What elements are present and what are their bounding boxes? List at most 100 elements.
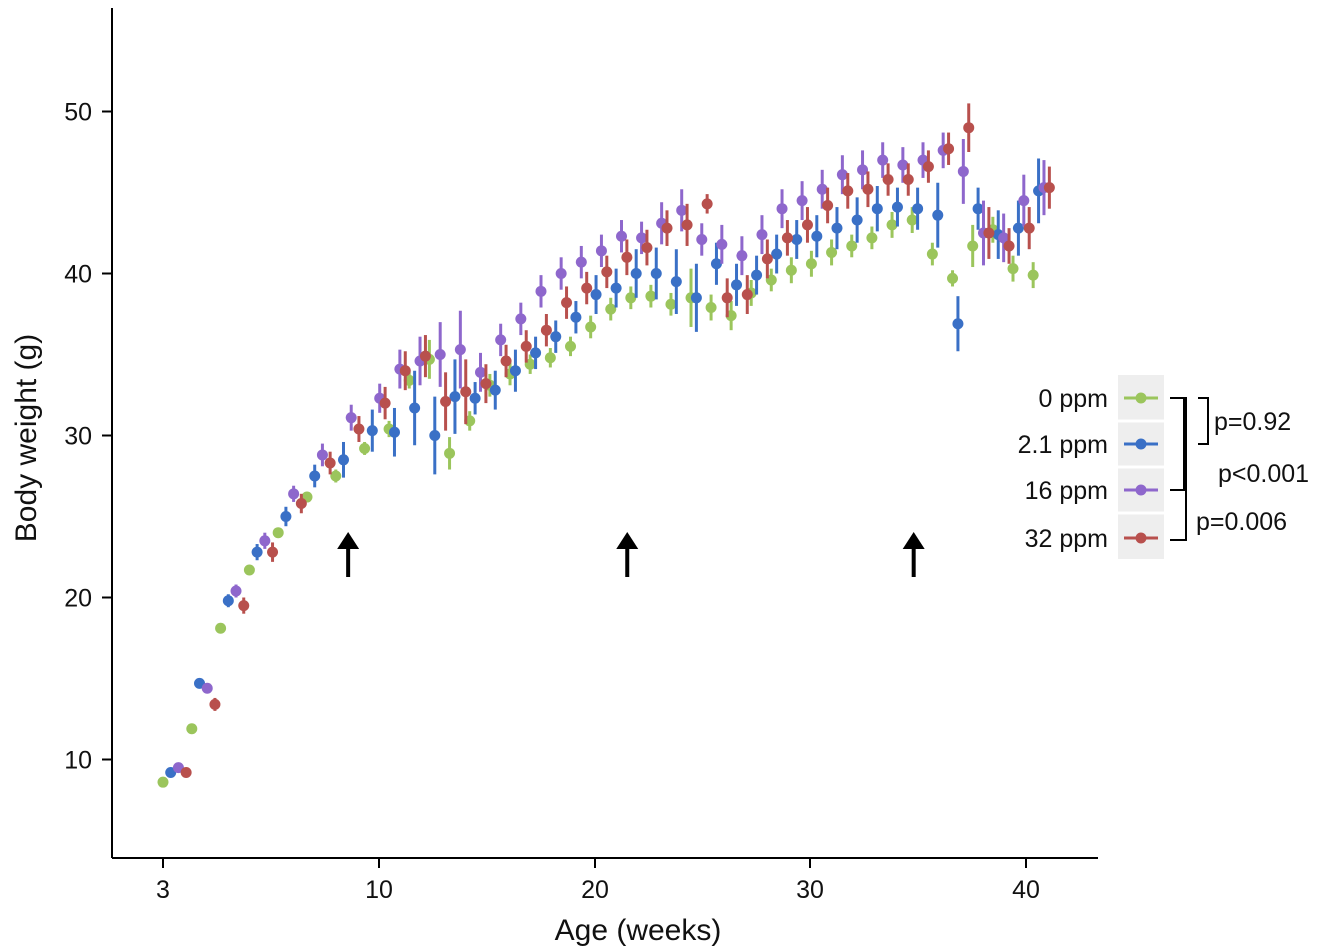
data-point (610, 282, 622, 294)
data-point (570, 311, 582, 323)
data-point (590, 289, 602, 301)
series-2-1-ppm (165, 158, 1045, 778)
data-point (926, 248, 938, 260)
data-point (897, 159, 909, 171)
legend-item: 32 ppm (1025, 525, 1158, 553)
arrow-marker (337, 532, 360, 577)
arrow-marker (902, 532, 925, 577)
data-point (891, 201, 903, 213)
data-point (186, 723, 198, 735)
legend-item: 2.1 ppm (1018, 431, 1158, 459)
legend-swatch-dot (1135, 392, 1147, 404)
data-point (480, 378, 492, 390)
data-point (690, 292, 702, 304)
data-point (259, 535, 271, 547)
data-point (791, 233, 803, 245)
data-point (316, 449, 328, 461)
data-point (756, 229, 768, 241)
data-point (862, 183, 874, 195)
data-point (601, 266, 613, 278)
data-point (157, 776, 169, 788)
data-point (665, 298, 677, 310)
legend-item: 16 ppm (1025, 477, 1158, 505)
data-point (288, 488, 300, 500)
data-point (705, 302, 717, 314)
data-point (645, 290, 657, 302)
data-point (816, 183, 828, 195)
data-point (399, 365, 411, 377)
data-point (796, 195, 808, 207)
data-point (595, 245, 607, 257)
data-point (681, 219, 693, 231)
data-point (983, 227, 995, 239)
data-point (710, 258, 722, 270)
data-point (535, 285, 547, 297)
data-point (906, 214, 918, 226)
data-point (419, 350, 431, 362)
data-point (932, 209, 944, 221)
data-point (866, 232, 878, 244)
data-point (871, 203, 883, 215)
data-point (444, 447, 456, 459)
data-point (565, 340, 577, 352)
legend: 0 ppm 2.1 ppm 16 ppm 32 ppm (1018, 375, 1164, 559)
data-point (721, 292, 733, 304)
stat-label-p-0-006: p=0.006 (1196, 508, 1287, 536)
axes: 3 10 20 30 40 10 20 30 40 50 Age (weeks) Body we… (10, 8, 1098, 947)
data-point (1043, 182, 1055, 194)
legend-swatch-dot (1135, 438, 1147, 450)
data-point (761, 253, 773, 265)
data-point (429, 430, 441, 441)
y-axis-title: Body weight (g) (10, 334, 43, 542)
data-point (309, 470, 321, 482)
data-point (701, 198, 713, 210)
x-ticks: 3 10 20 30 40 (156, 858, 1040, 904)
data-point (272, 527, 284, 539)
data-point (555, 268, 567, 279)
data-point (676, 204, 688, 216)
data-point (475, 366, 487, 378)
data-point (661, 222, 673, 234)
data-point (209, 698, 221, 710)
data-point (731, 279, 743, 291)
data-point (947, 272, 959, 284)
data-point (943, 143, 955, 155)
y-tick-label: 40 (64, 261, 92, 289)
legend-label: 2.1 ppm (1018, 431, 1108, 459)
data-point (434, 349, 446, 360)
arrow-marker (616, 532, 639, 577)
data-point (998, 232, 1010, 244)
data-point (842, 185, 854, 197)
legend-label: 0 ppm (1039, 385, 1108, 413)
data-point (1012, 222, 1024, 234)
data-marks (157, 103, 1055, 788)
y-tick-label: 20 (64, 585, 92, 613)
legend-label: 16 ppm (1025, 477, 1108, 505)
data-point (222, 595, 234, 607)
legend-item: 0 ppm (1039, 385, 1158, 413)
statistics-brackets: p=0.92 p<0.001 p=0.006 (1170, 397, 1309, 541)
data-point (1003, 240, 1015, 252)
treatment-arrows (337, 532, 925, 577)
data-point (952, 318, 964, 330)
data-point (180, 766, 192, 778)
data-point (243, 564, 255, 576)
data-point (230, 585, 242, 597)
data-point (670, 276, 682, 288)
data-point (267, 546, 279, 558)
data-point (201, 682, 213, 694)
data-point (585, 321, 597, 333)
data-point (625, 292, 637, 304)
data-point (967, 240, 979, 252)
data-point (530, 347, 542, 359)
y-tick-label: 10 (64, 747, 92, 775)
data-point (836, 169, 848, 181)
data-point (902, 174, 914, 186)
data-point (882, 174, 894, 186)
x-tick-label: 30 (796, 876, 824, 904)
data-point (822, 199, 834, 211)
data-point (544, 352, 556, 364)
data-point (751, 269, 763, 281)
data-point (877, 154, 889, 166)
